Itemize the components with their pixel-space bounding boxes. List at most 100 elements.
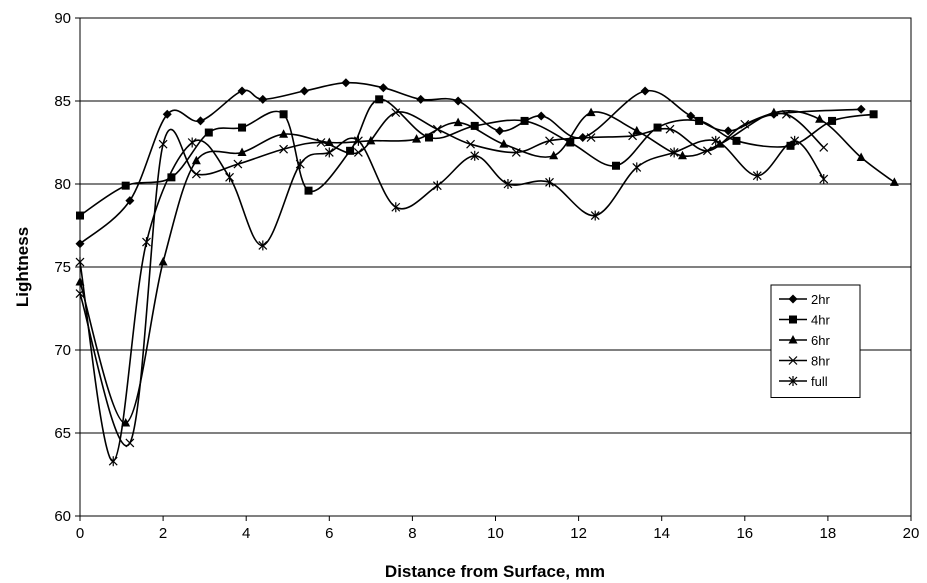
data-point-6hr [815,114,825,123]
data-point-6hr [191,155,201,165]
x-tick-label: 8 [408,525,416,542]
x-tick-label: 4 [242,525,250,542]
y-tick-label: 60 [54,508,71,525]
data-point-6hr [632,125,642,135]
y-tick-label: 70 [54,342,71,359]
data-point-2hr [495,126,505,136]
data-point-8hr [545,136,554,146]
legend-item-6hr: 6hr [779,333,830,348]
data-point-8hr [702,146,712,156]
data-point-full [187,137,197,148]
tick-labels: 60 65 70 75 80 85 90 0 2 4 6 8 10 12 14 16 18 20 [54,10,919,542]
data-point-2hr [453,96,463,106]
data-point-full [632,162,642,173]
data-point-6hr [412,134,422,143]
data-point-6hr [586,107,596,117]
data-point-full [108,456,118,467]
y-axis-title: Lightness [13,227,32,307]
data-point-2hr [341,78,351,88]
data-point-8hr [781,109,791,119]
y-tick-label: 75 [54,259,71,276]
legend-label: 6hr [811,333,830,348]
y-tick-label: 65 [54,425,71,442]
y-tick-label: 80 [54,176,71,193]
data-point-8hr [466,139,475,149]
data-point-8hr [740,119,750,129]
data-point-8hr [511,148,521,157]
data-point-full [295,159,305,170]
data-point-full [470,150,480,161]
x-tick-label: 12 [570,525,587,542]
legend-box [770,284,861,398]
x-tick-label: 2 [159,525,167,542]
legend-marker-diamond [788,294,798,304]
data-point-8hr [819,143,829,152]
data-point-full [432,180,442,191]
legend-label: 2hr [811,292,830,307]
legend-marker-x [788,356,798,365]
data-point-4hr [566,138,575,147]
data-point-6hr [453,117,463,127]
data-point-4hr [786,141,795,150]
data-point-full [590,210,600,221]
data-point-6hr [121,418,131,427]
data-point-2hr [536,111,546,121]
data-point-full [790,135,800,146]
y-tick-label: 85 [54,93,71,110]
data-point-6hr [677,150,687,160]
data-point-4hr [828,116,837,125]
legend-label: 4hr [811,313,830,328]
data-point-8hr [233,159,243,169]
x-tick-label: 20 [903,525,920,542]
data-point-4hr [611,161,620,170]
data-point-full [324,147,334,158]
data-point-full [391,202,401,213]
data-point-8hr [75,289,85,298]
data-point-8hr [158,139,168,149]
data-point-full [75,257,85,268]
data-point-8hr [628,131,638,141]
x-tick-label: 10 [487,525,504,542]
x-tick-label: 18 [820,525,837,542]
data-point-8hr [125,438,135,448]
data-point-6hr [158,257,168,266]
data-point-2hr [125,196,135,206]
data-point-full [142,237,151,248]
data-point-2hr [686,111,696,121]
series-2hr [75,78,866,249]
data-point-2hr [378,83,388,93]
data-point-4hr [279,110,288,119]
data-point-full [545,177,554,188]
x-tick-label: 6 [325,525,333,542]
data-point-4hr [732,136,741,145]
data-point-4hr [304,186,313,195]
legend: 2hr 4hr 6hr 8hr full [770,284,861,398]
data-point-full [503,179,513,189]
x-tick-label: 0 [76,525,84,542]
data-point-2hr [640,86,650,96]
data-point-4hr [869,110,878,119]
data-point-4hr [695,116,704,125]
data-point-2hr [162,109,172,119]
y-tick-label: 90 [54,10,71,27]
data-point-full [225,172,235,183]
data-point-4hr [204,128,213,137]
data-point-6hr [889,177,899,186]
data-point-2hr [416,94,426,104]
data-point-2hr [299,86,309,96]
data-point-2hr [856,104,866,114]
series-group [75,78,899,467]
data-point-4hr [238,123,247,132]
data-point-full [353,135,363,146]
data-point-6hr [499,139,509,148]
x-axis-title: Distance from Surface, mm [385,562,605,581]
data-point-6hr [549,150,559,160]
data-point-full [258,240,268,251]
data-point-4hr [375,95,384,104]
x-tick-label: 16 [736,525,753,542]
data-point-4hr [76,211,84,220]
data-point-6hr [279,129,289,138]
legend-label: full [811,374,828,389]
data-point-full [669,147,679,158]
